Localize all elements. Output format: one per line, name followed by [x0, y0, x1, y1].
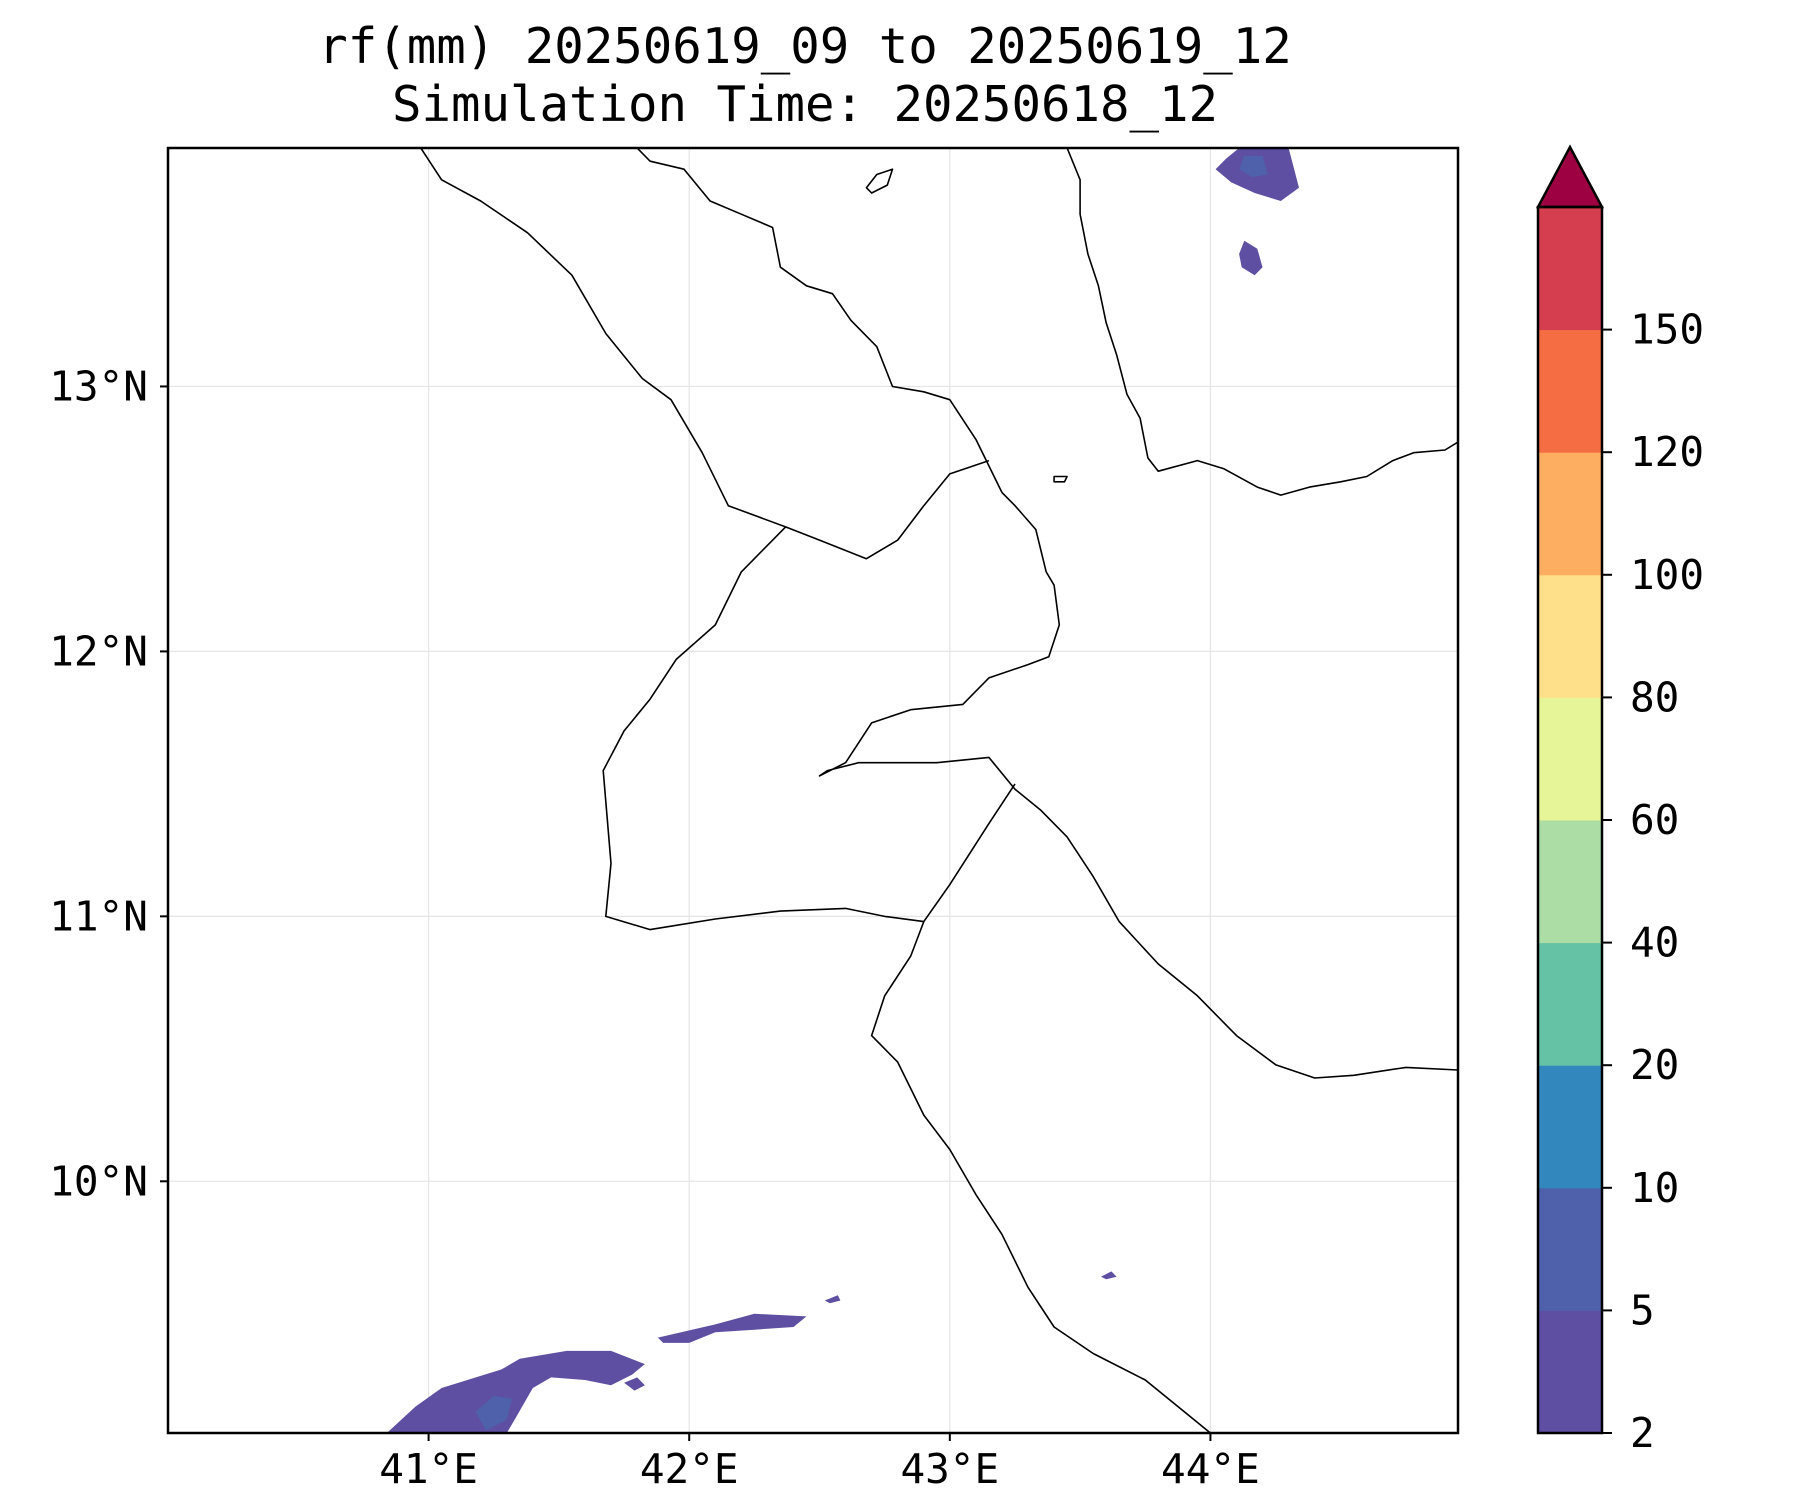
- lon-tick-label: 42°E: [640, 1445, 739, 1493]
- rain-area-north-east-core: [1239, 155, 1268, 178]
- lon-tick-label: 43°E: [900, 1445, 999, 1493]
- colorbar-segment: [1538, 1065, 1602, 1189]
- colorbar: 2 5 10 20 40 60 80 100 120 150: [1535, 144, 1704, 1457]
- border-border-djibouti-north: [785, 459, 990, 560]
- rain-area-south-dot: [1101, 1271, 1117, 1280]
- colorbar-segment: [1538, 1310, 1602, 1434]
- lat-tick-label: 12°N: [49, 627, 148, 675]
- colorbar-tick-label: 120: [1630, 428, 1704, 476]
- plot-title: rf(mm) 20250619_09 to 20250619_12 Simula…: [0, 18, 1610, 134]
- coastline-island-dahlak: [865, 168, 894, 194]
- coastline-coast-eritrea: [636, 148, 1003, 493]
- lon-tick-label: 41°E: [379, 1445, 478, 1493]
- lon-tick-label: 44°E: [1161, 1445, 1260, 1493]
- rain-area-north-east-blob: [1239, 240, 1263, 276]
- colorbar-tick-label: 5: [1630, 1286, 1655, 1334]
- rain-area-south-west-dot-1: [824, 1295, 841, 1304]
- colorbar-extend-arrow: [1535, 144, 1605, 209]
- lat-tick-label: 10°N: [49, 1157, 148, 1205]
- colorbar-segment: [1538, 820, 1602, 944]
- colorbar-segment: [1538, 452, 1602, 576]
- colorbar-tick-label: 10: [1630, 1164, 1679, 1212]
- rainfall-shading: [386, 148, 1299, 1433]
- coastline-coast-djibouti: [818, 491, 1458, 1079]
- rain-area-south-west-core: [475, 1395, 512, 1431]
- title-line-2: Simulation Time: 20250618_12: [391, 76, 1218, 133]
- colorbar-tick-label: 20: [1630, 1041, 1679, 1089]
- lat-tick-label: 13°N: [49, 362, 148, 410]
- rain-area-south-west-main: [386, 1350, 645, 1433]
- rain-area-south-west-strip: [657, 1313, 807, 1343]
- colorbar-segment: [1538, 207, 1602, 331]
- colorbar-tick-label: 40: [1630, 919, 1679, 967]
- longitude-axis: 41°E 42°E 43°E 44°E: [379, 1433, 1260, 1493]
- colorbar-tick-label: 2: [1630, 1409, 1655, 1457]
- border-border-djibouti-somaliland: [923, 783, 1016, 923]
- lat-tick-label: 11°N: [49, 892, 148, 940]
- coastline-island-perim: [1053, 475, 1068, 483]
- colorbar-segment: [1538, 697, 1602, 821]
- colorbar-tick-label: 100: [1630, 551, 1704, 599]
- colorbar-tick-label: 80: [1630, 673, 1679, 721]
- coastline-coast-yemen: [1066, 148, 1458, 496]
- border-border-eritrea-ethiopia: [420, 148, 786, 528]
- colorbar-segment: [1538, 329, 1602, 453]
- colorbar-segment: [1538, 942, 1602, 1066]
- colorbar-segment: [1538, 574, 1602, 698]
- rain-area-south-west-dot-2: [624, 1377, 645, 1391]
- colorbar-tick-label: 60: [1630, 796, 1679, 844]
- map-frame: [166, 146, 1460, 1435]
- border-border-djibouti-west: [602, 526, 924, 931]
- latitude-axis: 10°N 11°N 12°N 13°N: [49, 362, 168, 1205]
- colorbar-segment: [1538, 1187, 1602, 1311]
- coastlines-and-borders: [420, 148, 1458, 1433]
- title-line-1: rf(mm) 20250619_09 to 20250619_12: [318, 18, 1292, 75]
- border-border-ethiopia-somaliland: [870, 921, 1211, 1433]
- colorbar-tick-label: 150: [1630, 306, 1704, 354]
- gridlines: [168, 148, 1458, 1433]
